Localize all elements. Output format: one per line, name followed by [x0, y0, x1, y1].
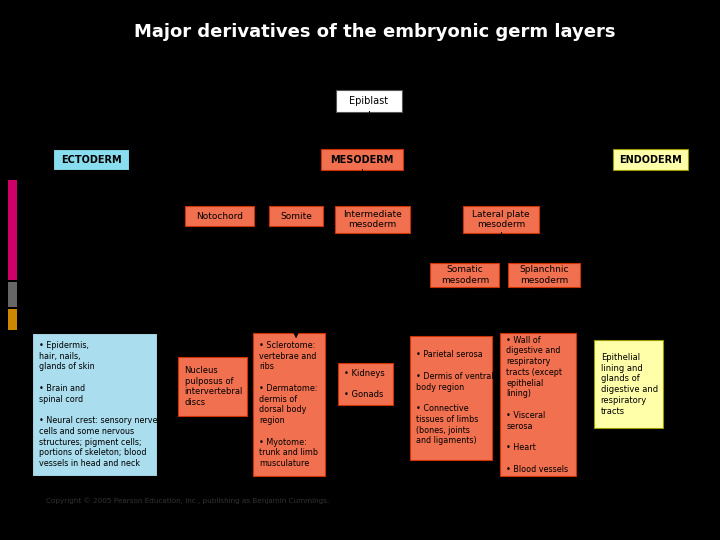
Text: Intermediate
mesoderm: Intermediate mesoderm — [343, 210, 402, 230]
Text: • Parietal serosa

• Dermis of ventral
body region

• Connective
tissues of limb: • Parietal serosa • Dermis of ventral bo… — [416, 350, 493, 446]
Text: Nucleus
pulposus of
intervertebral
discs: Nucleus pulposus of intervertebral discs — [184, 366, 243, 407]
FancyBboxPatch shape — [32, 333, 157, 476]
Text: Epithelial
lining and
glands of
digestive and
respiratory
tracts: Epithelial lining and glands of digestiv… — [600, 353, 658, 416]
Text: Lateral plate
mesoderm: Lateral plate mesoderm — [472, 210, 530, 230]
Text: Notochord: Notochord — [196, 212, 243, 221]
Text: Copyright © 2005 Pearson Education, Inc., publishing as Benjamin Cummings.: Copyright © 2005 Pearson Education, Inc.… — [46, 497, 329, 504]
Text: MESODERM: MESODERM — [330, 154, 394, 165]
FancyBboxPatch shape — [185, 206, 254, 226]
FancyBboxPatch shape — [335, 206, 410, 233]
FancyBboxPatch shape — [508, 264, 580, 287]
Text: Epiblast: Epiblast — [349, 96, 389, 106]
Text: • Sclerotome:
vertebrae and
ribs

• Dermatome:
dermis of
dorsal body
region

• M: • Sclerotome: vertebrae and ribs • Derma… — [259, 341, 318, 468]
Text: Splanchnic
mesoderm: Splanchnic mesoderm — [519, 266, 569, 285]
Text: Major derivatives of the embryonic germ layers: Major derivatives of the embryonic germ … — [134, 23, 615, 41]
FancyBboxPatch shape — [336, 90, 402, 112]
Bar — [7, 180, 17, 280]
FancyBboxPatch shape — [338, 363, 393, 406]
FancyBboxPatch shape — [253, 333, 325, 476]
FancyBboxPatch shape — [595, 340, 663, 428]
FancyBboxPatch shape — [410, 336, 492, 460]
FancyBboxPatch shape — [500, 333, 576, 476]
Text: Somatic
mesoderm: Somatic mesoderm — [441, 266, 489, 285]
Text: ENDODERM: ENDODERM — [619, 154, 682, 165]
FancyBboxPatch shape — [613, 149, 688, 170]
Text: • Epidermis,
hair, nails,
glands of skin

• Brain and
spinal cord

• Neural cres: • Epidermis, hair, nails, glands of skin… — [39, 341, 157, 468]
Text: • Kidneys

• Gonads: • Kidneys • Gonads — [344, 369, 385, 400]
Bar — [7, 309, 17, 330]
Text: ECTODERM: ECTODERM — [60, 154, 122, 165]
FancyBboxPatch shape — [431, 264, 499, 287]
Text: Somite: Somite — [280, 212, 312, 221]
FancyBboxPatch shape — [463, 206, 539, 233]
FancyBboxPatch shape — [269, 206, 323, 226]
FancyBboxPatch shape — [179, 357, 247, 416]
Bar — [7, 282, 17, 307]
Text: • Wall of
digestive and
respiratory
tracts (except
epithelial
lining)

• Viscera: • Wall of digestive and respiratory trac… — [506, 335, 568, 474]
FancyBboxPatch shape — [320, 149, 403, 170]
FancyBboxPatch shape — [53, 149, 129, 170]
